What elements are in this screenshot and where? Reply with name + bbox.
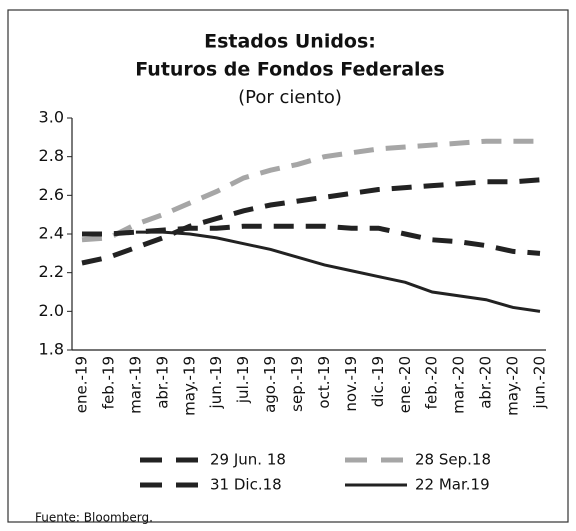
y-tick-label: 1.8	[39, 340, 64, 359]
x-tick-label: mar.-20	[450, 356, 468, 414]
x-tick-label: ago.-19	[261, 356, 279, 413]
y-tick-label: 2.2	[39, 262, 64, 281]
x-tick-label: ene.-19	[73, 356, 91, 413]
y-tick-label: 2.8	[39, 146, 64, 165]
chart-title: Futuros de Fondos Federales	[135, 59, 444, 81]
y-tick-label: 2.6	[39, 185, 64, 204]
y-tick-label: 3.0	[39, 108, 64, 127]
x-tick-label: feb.-20	[423, 356, 441, 409]
y-tick-label: 2.0	[39, 301, 64, 320]
x-tick-label: mar.-19	[126, 356, 144, 414]
source: Fuente: Bloomberg.	[35, 511, 153, 525]
x-tick-label: jul.-19	[234, 356, 252, 404]
x-tick-label: abr.-19	[153, 356, 171, 409]
x-tick-label: jun.-20	[531, 356, 549, 409]
x-tick-label: abr.-20	[477, 356, 495, 409]
x-tick-label: jun.-19	[207, 356, 225, 409]
series-line	[82, 223, 541, 256]
x-tick-label: ene.-20	[396, 356, 414, 413]
x-tick-label: sep.-19	[288, 356, 306, 412]
series-line	[135, 230, 541, 313]
x-tick-label: oct.-19	[315, 356, 333, 409]
series-line	[81, 177, 541, 266]
chart-title: Estados Unidos:	[204, 31, 376, 53]
x-tick-label: nov.-19	[342, 356, 360, 412]
frame	[7, 9, 569, 523]
legend-label: 29 Jun. 18	[210, 451, 286, 469]
chart-subtitle: (Por ciento)	[238, 87, 342, 108]
legend-label: 31 Dic.18	[210, 476, 282, 494]
x-tick-label: may.-20	[504, 356, 522, 416]
legend-label: 28 Sep.18	[415, 451, 491, 469]
legend-label: 22 Mar.19	[415, 476, 490, 494]
x-tick-label: dic.-19	[369, 356, 387, 407]
x-tick-label: feb.-19	[99, 356, 117, 409]
x-tick-label: may.-19	[180, 356, 198, 416]
y-tick-label: 2.4	[39, 224, 64, 243]
series-line	[81, 138, 540, 243]
